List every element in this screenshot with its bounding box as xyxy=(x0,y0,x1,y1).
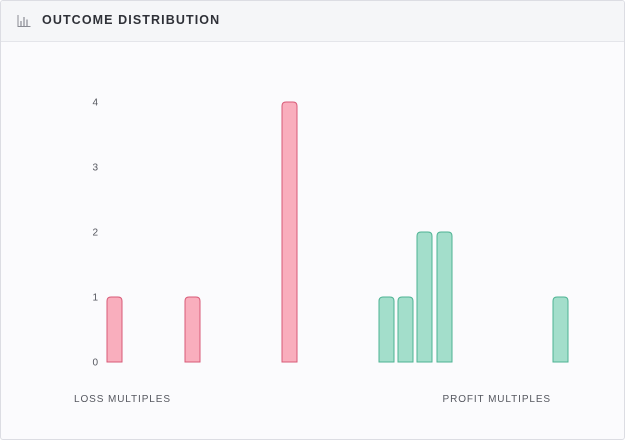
bar-chart-icon xyxy=(17,15,31,27)
group-labels: LOSS MULTIPLES PROFIT MULTIPLES xyxy=(74,394,552,405)
profit-bar xyxy=(436,231,453,363)
panel-header: OUTCOME DISTRIBUTION xyxy=(1,1,624,42)
profit-bar xyxy=(416,231,433,363)
profit-multiples-label: PROFIT MULTIPLES xyxy=(443,394,552,405)
panel-title: OUTCOME DISTRIBUTION xyxy=(42,13,221,27)
loss-bar xyxy=(184,296,201,363)
bar-series xyxy=(106,101,569,363)
y-tick-label: 0 xyxy=(92,358,98,369)
loss-multiples-label: LOSS MULTIPLES xyxy=(74,394,171,405)
y-tick-label: 3 xyxy=(92,163,98,174)
y-tick-label: 1 xyxy=(92,293,98,304)
y-tick-label: 2 xyxy=(92,228,98,239)
y-tick-label: 4 xyxy=(92,98,98,109)
loss-bar xyxy=(281,101,298,363)
y-axis-ticks: 0 1 2 3 4 xyxy=(92,98,98,369)
outcome-distribution-chart: 0 1 2 3 4 LOSS MULTIPLES PROFIT MULTIPLES xyxy=(74,98,569,405)
profit-bar xyxy=(552,296,569,363)
profit-bar xyxy=(397,296,414,363)
profit-bar xyxy=(378,296,395,363)
loss-bar xyxy=(106,296,123,363)
